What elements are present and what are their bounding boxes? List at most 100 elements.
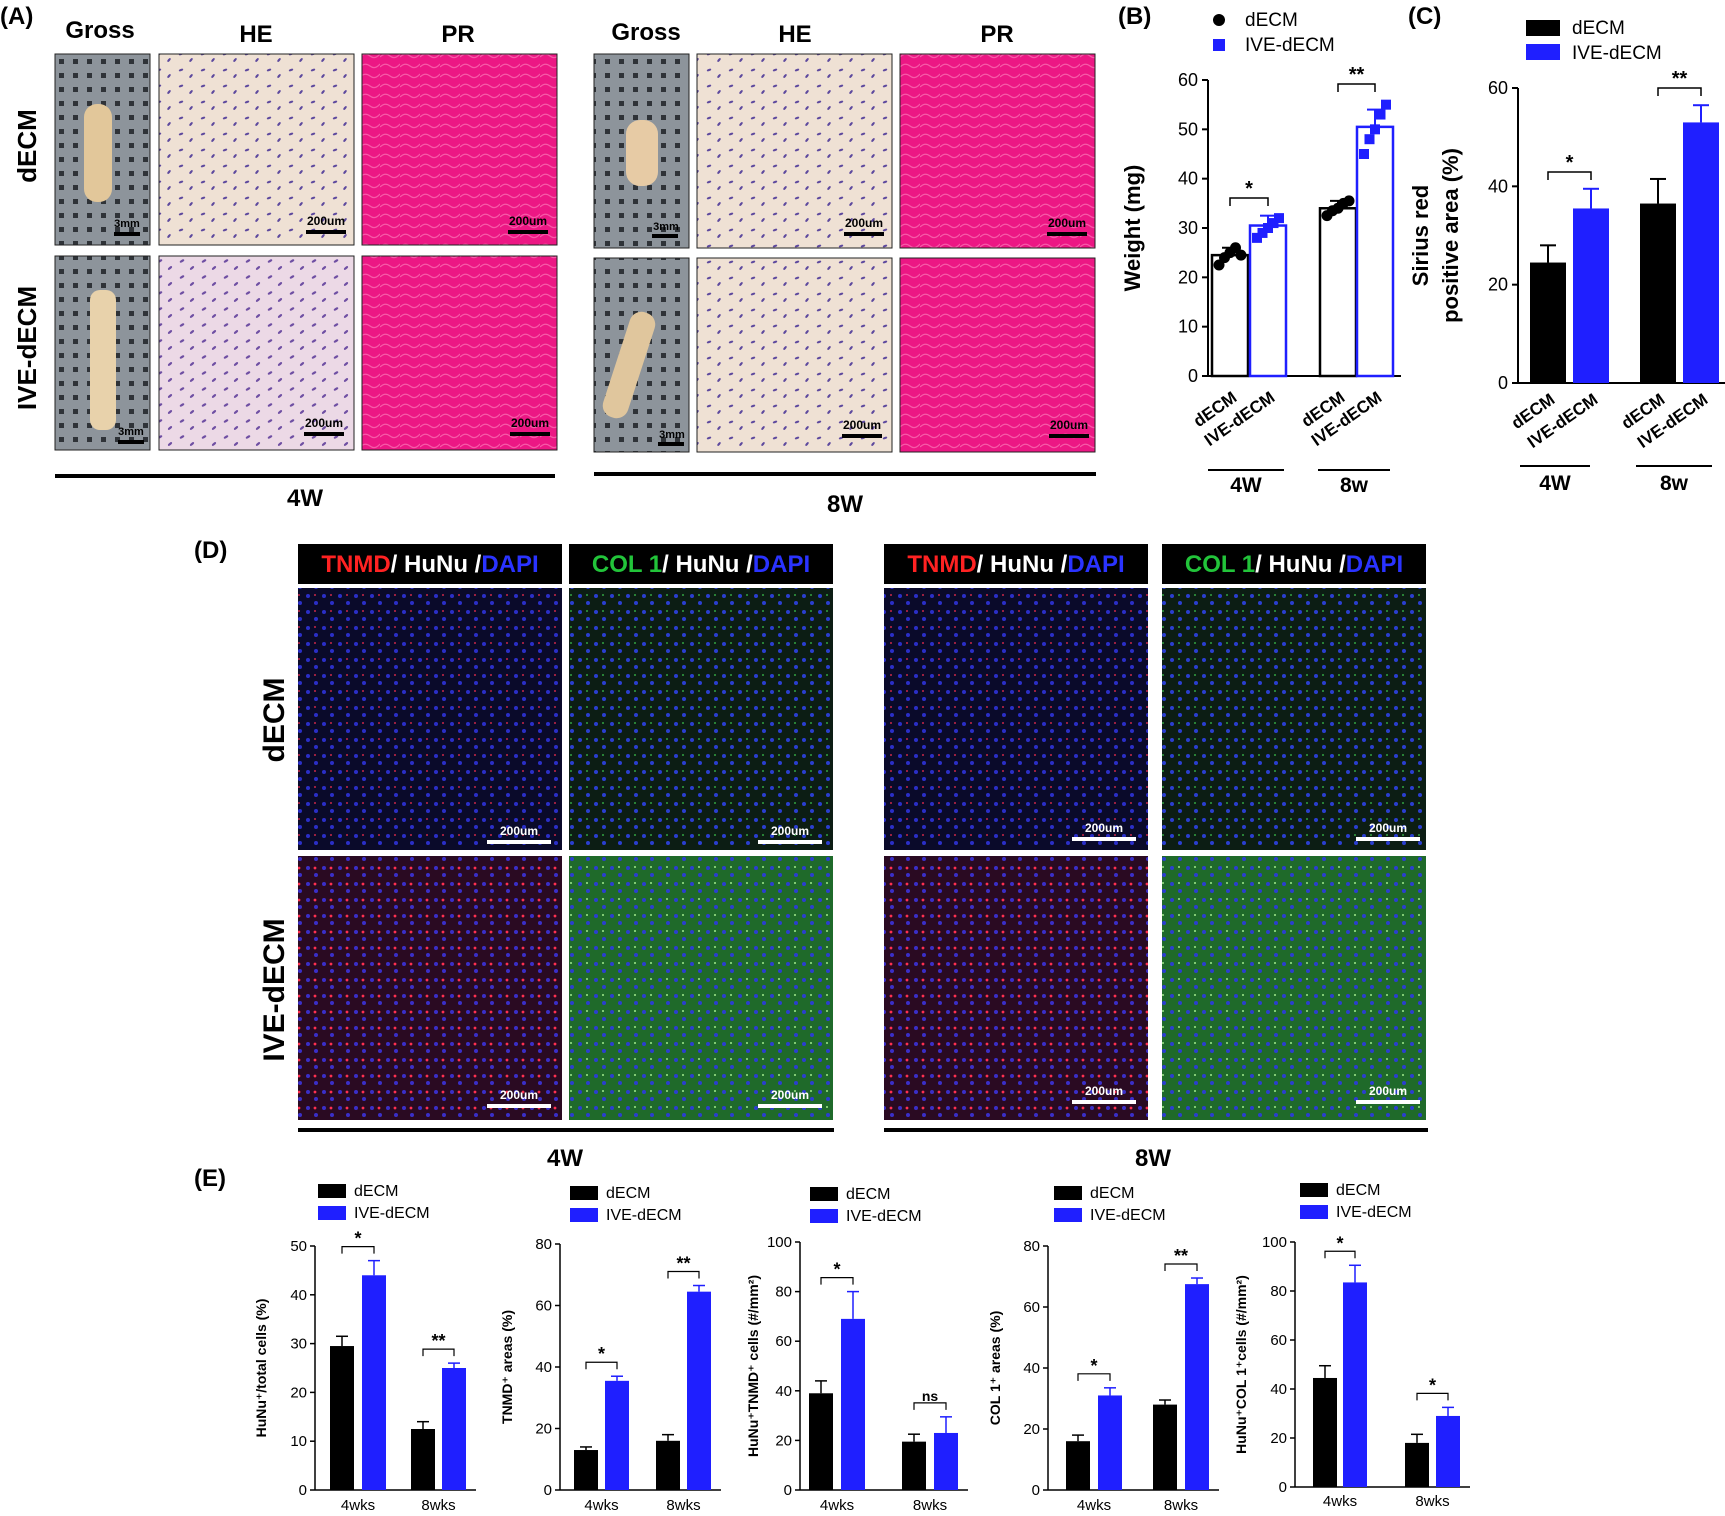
significance-label: * [1090, 1356, 1097, 1376]
data-point [1268, 218, 1279, 229]
significance-bracket [1229, 197, 1269, 206]
data-point [1235, 249, 1247, 261]
y-axis-label: COL 1⁺ areas (%) [987, 1311, 1003, 1426]
significance-bracket [585, 1361, 618, 1370]
if-scale-label: 200um [1085, 1084, 1123, 1098]
if-header-text: TNMD/ HuNu /DAPI [907, 551, 1124, 578]
scale-bars-micro: 200um 200um 200um 200um 200um 200um 200u… [304, 214, 1089, 438]
scale-bars-gross: 3mm 3mm 3mm 3mm [114, 218, 685, 446]
y-tick-label: 20 [290, 1384, 307, 1401]
y-tick-label: 80 [1270, 1283, 1287, 1300]
if-image-tnmd-ive-8w [884, 856, 1148, 1120]
y-tick-label: 60 [535, 1298, 552, 1315]
panel-label-e: (E) [194, 1165, 226, 1192]
scale-label-pr: 200um [1050, 418, 1088, 432]
row-label-decm-a: dECM [12, 109, 42, 183]
panel-d: TNMD/ HuNu /DAPI COL 1/ HuNu /DAPI TNMD/… [258, 544, 1428, 1172]
bar [687, 1291, 711, 1490]
data-point [1274, 213, 1284, 224]
bar [1098, 1395, 1122, 1490]
row-label-ive-d: IVE-dECM [258, 918, 291, 1061]
y-tick-label: 0 [1498, 373, 1508, 393]
legend-marker-ive [570, 1208, 598, 1222]
category-label: 8wks [913, 1497, 947, 1514]
bar [574, 1450, 598, 1490]
group-label-4w: 4W [287, 485, 323, 512]
legend-label-ive: IVE-dECM [1336, 1204, 1412, 1221]
y-tick-label: 0 [544, 1482, 552, 1499]
category-label: 4wks [1323, 1493, 1357, 1510]
category-label: 8wks [421, 1497, 455, 1514]
significance-label: * [598, 1344, 605, 1364]
chart-c: dECM IVE-dECM 0 20 40 60 Sirius red positive ar… [1408, 18, 1725, 495]
y-axis-label: Weight (mg) [1120, 165, 1145, 292]
significance-label: * [833, 1260, 840, 1280]
pr-image-decm-4w [361, 53, 558, 246]
col-header-pr-8w: PR [980, 21, 1013, 48]
y-tick-label: 10 [1178, 317, 1198, 337]
if-header-text: TNMD/ HuNu /DAPI [321, 551, 538, 578]
y-tick-label: 40 [535, 1359, 552, 1376]
chart-e1: dECM IVE-dECM 0 10 20 30 40 50 HuNu⁺/total cells… [253, 1183, 476, 1514]
legend-marker-decm [1213, 14, 1225, 26]
if-scale-label: 200um [1369, 821, 1407, 835]
col1-stain-label: COL 1 [1185, 551, 1255, 578]
group-label-d-8w: 8W [1135, 1145, 1171, 1172]
legend-label-decm: dECM [1090, 1185, 1134, 1202]
bar [330, 1346, 354, 1490]
significance-label: ** [1349, 64, 1365, 86]
if-scale-bars: 200um 200um 200um 200um 200um 200um 200u… [487, 821, 1420, 1108]
legend-marker-ive [1213, 39, 1225, 51]
row-label-decm-d: dECM [258, 678, 291, 763]
bar [1248, 224, 1288, 378]
group-label: 4W [1230, 474, 1262, 497]
significance-label: * [1566, 152, 1574, 174]
dapi-stain-label: DAPI [1067, 551, 1124, 578]
y-axis-label: HuNu⁺TNMD⁺ cells (#/mm²) [745, 1275, 761, 1457]
legend-marker-ive [810, 1209, 838, 1223]
if-scale-label: 200um [500, 1088, 538, 1102]
if-scale-label: 200um [771, 824, 809, 838]
legend-label-decm: dECM [1336, 1182, 1380, 1199]
significance-label: * [354, 1229, 361, 1249]
he-image-ive-4w [158, 255, 355, 451]
bar [1640, 203, 1676, 383]
legend-label-ive: IVE-dECM [1572, 43, 1662, 64]
panel-a: Gross HE PR Gross HE PR dECM IVE-dECM 3m… [12, 17, 1096, 518]
bar [411, 1429, 435, 1490]
if-image-col1-decm-4w [569, 588, 833, 850]
y-tick-label: 20 [775, 1432, 792, 1449]
bar [362, 1275, 386, 1490]
bar [656, 1440, 680, 1490]
group-line-4w [55, 474, 555, 478]
if-header-col1-8w [1162, 544, 1426, 584]
scale-label-pr: 200um [1048, 216, 1086, 230]
if-image-tnmd-decm-4w [298, 588, 562, 850]
significance-label: ns [922, 1388, 939, 1404]
pr-image-ive-8w [899, 257, 1096, 453]
if-image-tnmd-decm-8w [884, 588, 1148, 850]
if-scale-label: 200um [1085, 821, 1123, 835]
scale-label-gross: 3mm [118, 426, 144, 438]
col-header-he-8w: HE [778, 21, 811, 48]
legend-label-decm: dECM [606, 1185, 650, 1202]
y-tick-label: 20 [535, 1421, 552, 1438]
significance-bracket [341, 1246, 375, 1254]
group-label-8w: 8W [827, 491, 863, 518]
group-line-8w [594, 472, 1096, 476]
y-tick-label: 20 [1488, 275, 1508, 295]
bar [442, 1368, 466, 1490]
y-tick-label: 20 [1178, 267, 1198, 287]
bar [1436, 1415, 1460, 1487]
y-tick-label: 20 [1023, 1421, 1040, 1438]
y-tick-label: 80 [1023, 1238, 1040, 1255]
dapi-stain-label: DAPI [481, 551, 538, 578]
significance-label: * [1429, 1375, 1436, 1395]
col-header-gross-8w: Gross [611, 19, 680, 46]
y-tick-label: 80 [775, 1284, 792, 1301]
he-image-decm-8w [696, 53, 893, 249]
hunu-stain-label: / HuNu / [391, 551, 482, 578]
data-point [1359, 149, 1369, 159]
tnmd-stain-label: TNMD [907, 551, 976, 578]
